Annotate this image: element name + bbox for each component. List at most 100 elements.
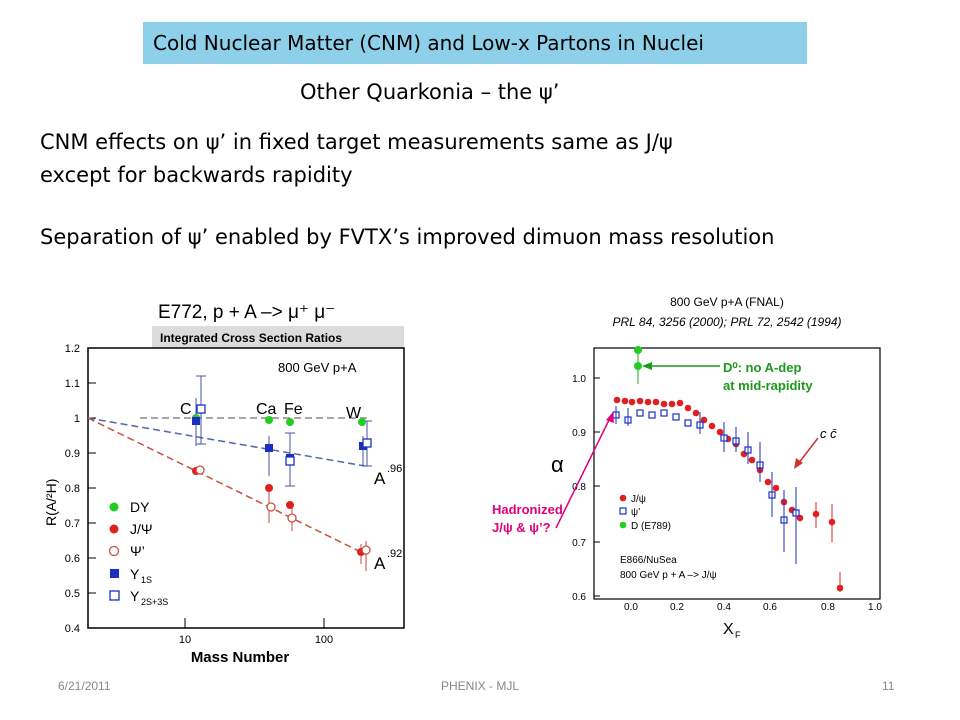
left-legend: DY J/Ψ Ψ’ Υ 1S Υ 2S+3S — [108, 499, 168, 607]
legend-upsilon-1s: Υ — [130, 566, 140, 582]
right-legend-psiprime: ψ’ — [631, 507, 640, 518]
fit-label-2: A — [374, 554, 386, 573]
left-xtick-label: 10 — [179, 634, 191, 646]
psiprime-point — [287, 513, 297, 523]
right-header-1: 800 GeV p+A (FNAL) — [670, 295, 784, 309]
hadronized-arrowhead — [606, 412, 614, 423]
nucleus-label-ca: Ca — [256, 401, 277, 418]
right-xtick-label: 0.8 — [821, 602, 835, 613]
left-ytick-label: 0.6 — [65, 553, 80, 565]
slide-subtitle: Other Quarkonia – the ψ’ — [300, 80, 560, 104]
footer-date: 6/21/2011 — [58, 679, 111, 693]
right-ytick-label: 0.9 — [572, 428, 586, 439]
dy-point — [358, 418, 366, 426]
right-plot-frame — [593, 347, 881, 600]
footer-page-number: 11 — [882, 679, 895, 693]
hadronized-arrow — [555, 417, 611, 529]
right-ytick-label: 1.0 — [572, 374, 586, 385]
fit-line-a092 — [87, 417, 366, 555]
right-legend-d: D (E789) — [631, 521, 671, 532]
right-y-ticks — [594, 377, 600, 597]
slide-title-box: Cold Nuclear Matter (CNM) and Low-x Part… — [143, 22, 807, 64]
d-point — [634, 362, 642, 370]
right-header-2: PRL 84, 3256 (2000); PRL 72, 2542 (1994) — [612, 315, 841, 329]
left-plot-banner-bg — [152, 326, 404, 348]
left-ytick-label: 0.9 — [65, 448, 80, 460]
left-y-ticks — [88, 347, 96, 629]
left-plot-frame — [87, 347, 405, 629]
left-xtick-label: 100 — [315, 634, 333, 646]
left-ytick-label: 1 — [74, 413, 80, 425]
body-line-1: CNM effects on ψ’ in fixed target measur… — [40, 130, 673, 154]
dy-point — [265, 416, 273, 424]
upsilon-1s-point — [192, 417, 200, 425]
left-energy-label: 800 GeV p+A — [278, 360, 357, 375]
alpha-label: α — [551, 452, 564, 477]
nucleus-label-fe: Fe — [284, 401, 303, 418]
right-legend-jpsi: J/ψ — [631, 494, 646, 505]
right-xtick-label: 1.0 — [868, 602, 882, 613]
right-ytick-label: 0.8 — [572, 482, 586, 493]
fit-line-a096 — [87, 417, 366, 467]
legend-upsilon-2s3s: Υ — [130, 588, 140, 604]
body-line-2: except for backwards rapidity — [40, 163, 353, 187]
right-reaction: 800 GeV p + A –> J/ψ — [620, 570, 717, 581]
right-ytick-label: 0.7 — [572, 538, 586, 549]
dy-point — [286, 418, 294, 426]
left-ytick-label: 1.2 — [65, 343, 80, 355]
right-plot: 800 GeV p+A (FNAL) PRL 84, 3256 (2000); … — [492, 295, 882, 640]
left-plot-banner: Integrated Cross Section Ratios — [160, 331, 342, 345]
d0-note-1: D⁰: no A-dep — [723, 360, 801, 375]
slide-title: Cold Nuclear Matter (CNM) and Low-x Part… — [153, 31, 704, 55]
right-xtick-label: 0.0 — [624, 602, 638, 613]
right-xtick-label: 0.6 — [763, 602, 777, 613]
right-xlabel: X — [723, 621, 734, 638]
psiprime-point — [195, 465, 205, 475]
left-ytick-label: 0.5 — [65, 588, 80, 600]
d0-note-2: at mid-rapidity — [723, 378, 813, 393]
left-ytick-label: 0.8 — [65, 483, 80, 495]
left-plot: E772, p + A –> μ⁺ μ⁻ Integrated Cross Se… — [43, 302, 405, 666]
right-ytick-label: 0.6 — [572, 592, 586, 603]
footer-center: PHENIX - MJL — [440, 679, 519, 693]
left-plot-title: E772, p + A –> μ⁺ μ⁻ — [158, 302, 335, 323]
hadronized-note-2: J/ψ & ψ’? — [492, 520, 551, 535]
legend-dy: DY — [130, 499, 150, 515]
upsilon-2s3s-point — [362, 438, 372, 448]
left-ytick-label: 0.7 — [65, 518, 80, 530]
d-point — [634, 346, 642, 354]
upsilon-2s3s-point — [196, 404, 206, 414]
right-legend: J/ψ ψ’ D (E789) E866/NuSea 800 GeV p + A… — [619, 494, 717, 581]
body-line-3: Separation of ψ’ enabled by FVTX’s impro… — [40, 225, 775, 249]
ccbar-arrow — [797, 437, 819, 465]
right-xtick-label: 0.2 — [670, 602, 684, 613]
jpsi-point — [286, 501, 294, 509]
left-ylabel: R(A/²H) — [43, 479, 59, 526]
right-xtick-label: 0.4 — [717, 602, 731, 613]
legend-upsilon-1s-sub: 1S — [141, 575, 152, 585]
upsilon-2s3s-point — [285, 456, 295, 466]
nucleus-label-c: C — [180, 401, 192, 418]
legend-upsilon-2s3s-sub: 2S+3S — [141, 597, 168, 607]
fit-exp-1: .96 — [387, 463, 402, 475]
right-xlabel-sub: F — [735, 630, 741, 640]
psiprime-point — [266, 502, 276, 512]
upsilon-1s-point — [265, 444, 273, 452]
right-psiprime-errorbars — [615, 406, 797, 564]
legend-jpsi: J/Ψ — [130, 521, 153, 537]
hadronized-note-1: Hadronized — [492, 502, 563, 517]
left-ytick-label: 1.1 — [65, 378, 80, 390]
fit-exp-2: .92 — [387, 548, 402, 560]
ccbar-arrowhead — [794, 458, 803, 469]
left-xlabel: Mass Number — [191, 649, 290, 666]
ccbar-label: c c̄ — [820, 426, 837, 441]
left-ytick-label: 0.4 — [65, 623, 80, 635]
jpsi-point — [265, 484, 273, 492]
psiprime-point — [361, 545, 371, 555]
right-experiment: E866/NuSea — [620, 555, 677, 566]
d0-arrowhead — [642, 362, 652, 370]
legend-psiprime: Ψ’ — [130, 543, 145, 559]
nucleus-label-w: W — [346, 405, 362, 422]
fit-label-1: A — [374, 469, 386, 488]
right-jpsi-errorbars — [815, 502, 841, 592]
